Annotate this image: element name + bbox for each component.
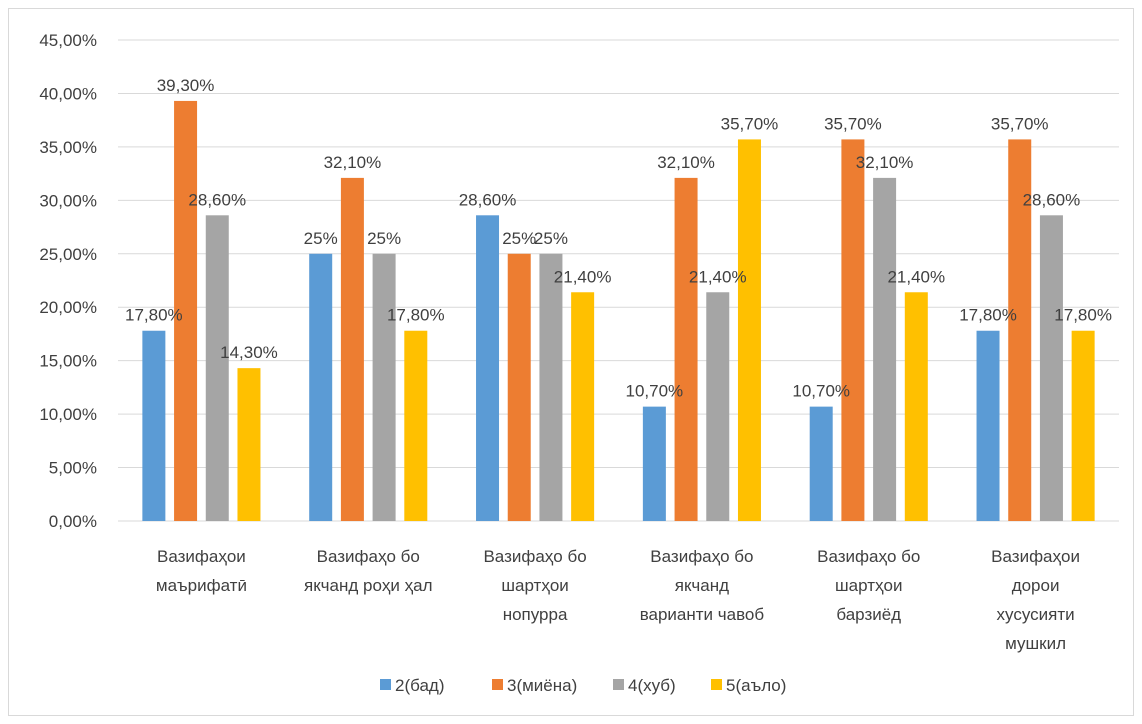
data-label: 35,70%	[824, 114, 882, 133]
category-labels: Вазифаҳои маърифатӣ Вазифаҳо бо якчанд роҳи…	[156, 547, 1080, 653]
bar-chart: 0,00% 5,00% 10,00% 15,00% 20,00% 25,00% 30,00%…	[39, 31, 1119, 695]
category-label: барзиёд	[836, 605, 901, 624]
bar	[1008, 139, 1032, 521]
data-label: 39,30%	[157, 76, 215, 95]
y-tick-label: 40,00%	[39, 84, 97, 103]
legend-swatch	[492, 679, 503, 690]
bar	[205, 215, 229, 521]
bar	[674, 177, 698, 522]
category-label: Вазифаҳо бо	[650, 547, 753, 566]
bar	[841, 139, 865, 521]
bar	[142, 330, 166, 521]
category-label: Вазифаҳои	[157, 547, 246, 566]
legend-swatch	[380, 679, 391, 690]
bar	[904, 292, 928, 521]
y-tick-label: 35,00%	[39, 138, 97, 157]
data-label: 25%	[502, 229, 536, 248]
data-label: 21,40%	[554, 267, 612, 286]
bar	[309, 253, 333, 521]
chart-frame: 0,00% 5,00% 10,00% 15,00% 20,00% 25,00% 30,00%…	[8, 8, 1134, 716]
category-label: мушкил	[1005, 634, 1066, 653]
bar	[340, 177, 364, 522]
bars	[142, 100, 1095, 522]
data-label: 32,10%	[657, 153, 715, 172]
data-label: 21,40%	[689, 267, 747, 286]
category-label: варианти чавоб	[640, 605, 765, 624]
category-label: якчанд	[675, 576, 729, 595]
data-label: 17,80%	[125, 306, 183, 325]
gridlines	[118, 39, 1119, 522]
y-tick-label: 20,00%	[39, 298, 97, 317]
category-label: нопурра	[503, 605, 568, 624]
category-label: Вазифаҳо бо	[817, 547, 920, 566]
legend-label: 3(миёна)	[507, 676, 577, 695]
legend-label: 4(хуб)	[628, 676, 676, 695]
bar	[404, 330, 428, 521]
category-label: якчанд роҳи ҳал	[304, 576, 433, 595]
legend-swatch	[711, 679, 722, 690]
y-tick-label: 25,00%	[39, 245, 97, 264]
bar	[237, 368, 261, 521]
y-tick-label: 5,00%	[49, 459, 97, 478]
y-tick-label: 15,00%	[39, 352, 97, 371]
bar	[873, 177, 897, 522]
y-axis-ticks: 0,00% 5,00% 10,00% 15,00% 20,00% 25,00% 30,00%…	[39, 31, 97, 531]
legend-swatch	[613, 679, 624, 690]
category-label: хусусияти	[997, 605, 1075, 624]
category-label: Вазифаҳои	[991, 547, 1080, 566]
data-label: 21,40%	[887, 267, 945, 286]
legend: 2(бад) 3(миёна) 4(хуб) 5(аъло)	[380, 676, 786, 695]
bar	[976, 330, 1000, 521]
bar	[706, 292, 730, 521]
bar	[372, 253, 396, 521]
legend-label: 5(аъло)	[726, 676, 786, 695]
legend-label: 2(бад)	[395, 676, 445, 695]
data-label: 14,30%	[220, 343, 278, 362]
data-labels: 17,80% 39,30% 28,60% 14,30% 25% 32,10% 25% 17,8…	[125, 76, 1112, 401]
y-tick-label: 10,00%	[39, 405, 97, 424]
y-tick-label: 0,00%	[49, 512, 97, 531]
data-label: 25%	[534, 229, 568, 248]
bar	[539, 253, 563, 521]
data-label: 32,10%	[324, 153, 382, 172]
data-label: 28,60%	[459, 190, 517, 209]
data-label: 25%	[367, 229, 401, 248]
category-label: Вазифаҳо бо	[483, 547, 586, 566]
bar	[507, 253, 531, 521]
data-label: 17,80%	[959, 306, 1017, 325]
bar	[809, 406, 833, 521]
bar	[642, 406, 666, 521]
data-label: 28,60%	[188, 190, 246, 209]
category-label: шартҳои	[501, 576, 568, 595]
bar	[174, 100, 198, 521]
category-label: шартҳои	[835, 576, 902, 595]
category-label: маърифатӣ	[156, 576, 247, 595]
bar	[571, 292, 595, 521]
data-label: 35,70%	[991, 114, 1049, 133]
bar	[476, 215, 500, 521]
data-label: 17,80%	[1054, 306, 1112, 325]
category-label: Вазифаҳо бо	[317, 547, 420, 566]
y-tick-label: 30,00%	[39, 191, 97, 210]
data-label: 28,60%	[1023, 190, 1081, 209]
data-label: 17,80%	[387, 306, 445, 325]
data-label: 10,70%	[792, 382, 850, 401]
bar	[737, 139, 761, 521]
y-tick-label: 45,00%	[39, 31, 97, 50]
data-label: 35,70%	[721, 114, 779, 133]
category-label: дорои	[1012, 576, 1060, 595]
bar	[1039, 215, 1063, 521]
data-label: 25%	[304, 229, 338, 248]
data-label: 32,10%	[856, 153, 914, 172]
bar	[1071, 330, 1095, 521]
data-label: 10,70%	[626, 382, 684, 401]
